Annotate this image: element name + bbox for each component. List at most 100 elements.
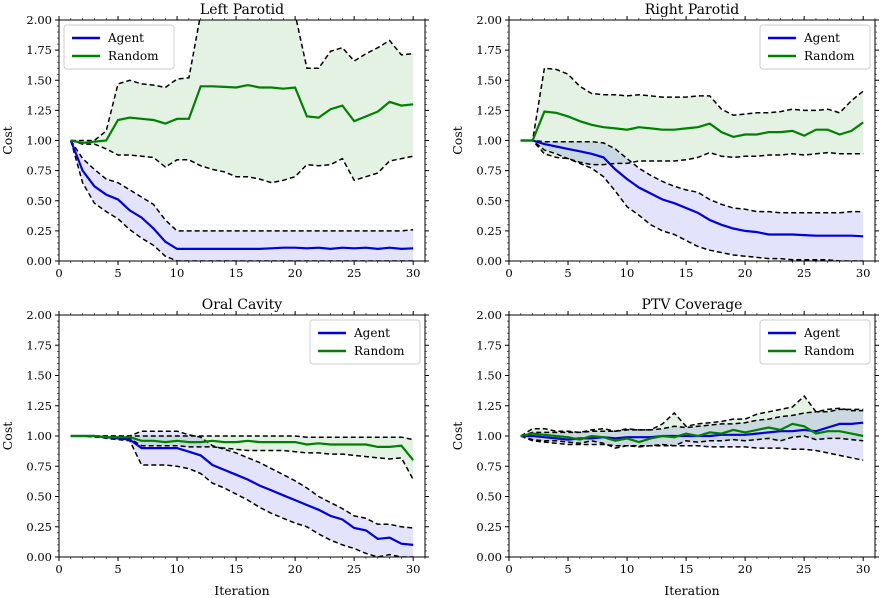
x-tick-label: 30 bbox=[406, 266, 421, 280]
y-tick-label: 1.00 bbox=[476, 429, 502, 443]
x-tick-label: 30 bbox=[856, 266, 871, 280]
bound-lower-random bbox=[70, 139, 414, 184]
plot-area bbox=[520, 67, 864, 261]
y-tick-label: 1.25 bbox=[476, 103, 502, 117]
x-tick-label: 5 bbox=[564, 562, 571, 576]
legend-box bbox=[309, 319, 421, 365]
x-tick-label: 20 bbox=[738, 266, 753, 280]
y-tick-label: 0.75 bbox=[26, 459, 52, 473]
legend-label-random: Random bbox=[354, 344, 405, 358]
panel-ptv-coverage: 0.00 0.25 0.50 0.75 1.00 1.25 1.50 1.75 2.00 0 5 10… bbox=[450, 297, 879, 598]
y-tick-label: 0.50 bbox=[476, 194, 502, 208]
bound-lower-agent bbox=[70, 435, 414, 557]
legend: Agent Random bbox=[759, 24, 871, 70]
plot-area bbox=[520, 394, 864, 461]
y-tick-label: 0.75 bbox=[476, 164, 502, 178]
legend-box bbox=[63, 24, 175, 70]
x-tick-label: 10 bbox=[170, 562, 185, 576]
y-tick-label: 1.75 bbox=[476, 338, 502, 352]
y-tick-label: 0.50 bbox=[26, 490, 52, 504]
x-tick-label: 30 bbox=[856, 562, 871, 576]
x-tick-label: 25 bbox=[347, 562, 362, 576]
y-tick-label: 0.25 bbox=[26, 520, 52, 534]
plot-area bbox=[70, 430, 415, 557]
bound-lower-agent bbox=[520, 139, 864, 261]
y-tick-label: 0.00 bbox=[476, 254, 502, 268]
y-tick-label: 1.00 bbox=[26, 429, 52, 443]
band-random bbox=[70, 436, 414, 480]
legend-label-random: Random bbox=[804, 344, 855, 358]
y-tick-label: 0.00 bbox=[26, 550, 52, 564]
x-tick-label: 15 bbox=[679, 562, 694, 576]
legend-label-agent: Agent bbox=[803, 326, 840, 340]
y-tick-label: 1.75 bbox=[26, 338, 52, 352]
y-axis-label: Cost bbox=[0, 422, 15, 451]
x-tick-label: 10 bbox=[170, 266, 185, 280]
legend-label-random: Random bbox=[108, 49, 159, 63]
bound-upper-random bbox=[520, 394, 864, 437]
legend-box bbox=[759, 24, 871, 70]
x-tick-label: 30 bbox=[406, 562, 421, 576]
legend-label-agent: Agent bbox=[353, 326, 390, 340]
line-random bbox=[70, 83, 414, 145]
x-tick-label: 20 bbox=[288, 562, 303, 576]
y-tick-label: 2.00 bbox=[26, 13, 52, 27]
y-axis-label: Cost bbox=[450, 126, 465, 155]
y-tick-label: 1.25 bbox=[476, 399, 502, 413]
legend: Agent Random bbox=[759, 319, 871, 365]
x-tick-label: 5 bbox=[114, 266, 121, 280]
band-random bbox=[70, 20, 414, 183]
y-tick-label: 0.75 bbox=[26, 164, 52, 178]
x-tick-label: 5 bbox=[114, 562, 121, 576]
band-agent bbox=[70, 431, 414, 557]
x-axis-label: Iteration bbox=[214, 583, 269, 598]
y-tick-label: 1.75 bbox=[26, 43, 52, 57]
bound-upper-random bbox=[520, 67, 864, 142]
y-tick-label: 2.00 bbox=[476, 13, 502, 27]
x-tick-label: 25 bbox=[347, 266, 362, 280]
x-tick-label: 0 bbox=[505, 266, 512, 280]
legend: Agent Random bbox=[63, 24, 175, 70]
y-tick-label: 1.50 bbox=[26, 369, 52, 383]
y-tick-label: 1.50 bbox=[476, 73, 502, 87]
x-tick-label: 5 bbox=[564, 266, 571, 280]
x-tick-label: 15 bbox=[679, 266, 694, 280]
y-tick-label: 0.50 bbox=[476, 490, 502, 504]
y-tick-label: 1.25 bbox=[26, 103, 52, 117]
y-tick-label: 0.25 bbox=[476, 520, 502, 534]
band-random bbox=[520, 68, 864, 165]
bound-upper-agent bbox=[70, 140, 414, 232]
legend: Agent Random bbox=[309, 319, 421, 365]
y-tick-label: 0.00 bbox=[476, 550, 502, 564]
y-tick-label: 0.50 bbox=[26, 194, 52, 208]
line-random bbox=[520, 422, 864, 444]
x-tick-label: 15 bbox=[229, 562, 244, 576]
legend-box bbox=[759, 319, 871, 365]
bound-upper-random bbox=[70, 435, 414, 441]
x-tick-label: 25 bbox=[797, 266, 812, 280]
chart-title: Left Parotid bbox=[200, 2, 284, 18]
bound-upper-agent bbox=[520, 139, 864, 214]
y-tick-label: 0.25 bbox=[26, 224, 52, 238]
y-axis-label: Cost bbox=[0, 126, 15, 155]
band-agent bbox=[520, 140, 864, 261]
x-tick-label: 10 bbox=[620, 562, 635, 576]
x-tick-label: 25 bbox=[797, 562, 812, 576]
x-tick-label: 0 bbox=[505, 562, 512, 576]
x-tick-label: 20 bbox=[288, 266, 303, 280]
chart-title: PTV Coverage bbox=[642, 297, 743, 313]
x-tick-label: 0 bbox=[55, 266, 62, 280]
y-tick-label: 0.00 bbox=[26, 254, 52, 268]
panel-oral-cavity: 0.00 0.25 0.50 0.75 1.00 1.25 1.50 1.75 2.00 0 5 10… bbox=[0, 297, 429, 598]
band-random bbox=[520, 396, 864, 449]
x-axis-label: Iteration bbox=[664, 583, 719, 598]
panel-right-parotid: 0.00 0.25 0.50 0.75 1.00 1.25 1.50 1.75 2.00 0 5 10… bbox=[450, 2, 879, 280]
y-tick-label: 1.00 bbox=[26, 134, 52, 148]
x-tick-label: 0 bbox=[55, 562, 62, 576]
y-tick-label: 1.25 bbox=[26, 399, 52, 413]
line-random bbox=[70, 434, 415, 461]
bound-lower-agent bbox=[520, 435, 864, 461]
legend-label-random: Random bbox=[804, 49, 855, 63]
